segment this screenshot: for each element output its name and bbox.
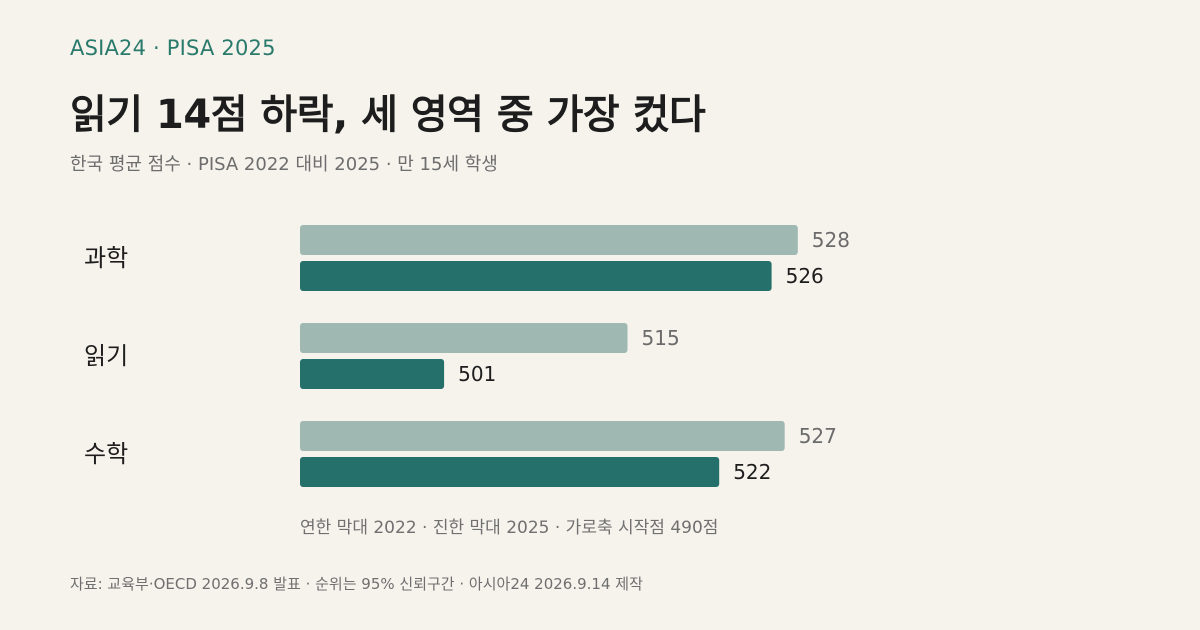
data-label: 515 xyxy=(642,326,680,350)
bar-2022-읽기 xyxy=(300,323,628,353)
data-label: 501 xyxy=(458,362,496,386)
category-label: 과학 xyxy=(84,244,128,272)
bar-2022-수학 xyxy=(300,421,785,451)
data-label: 526 xyxy=(786,264,824,288)
kicker: ASIA24 · PISA 2025 xyxy=(70,36,276,60)
page-title: 읽기 14점 하락, 세 영역 중 가장 컸다 xyxy=(70,92,706,138)
data-label: 522 xyxy=(733,460,771,484)
category-label: 읽기 xyxy=(84,342,128,370)
bar-2025-읽기 xyxy=(300,359,445,389)
category-label: 수학 xyxy=(84,440,128,468)
subtitle: 한국 평균 점수 · PISA 2022 대비 2025 · 만 15세 학생 xyxy=(70,154,498,175)
bar-2025-과학 xyxy=(300,261,772,291)
data-label: 527 xyxy=(799,424,837,448)
source-note: 자료: 교육부·OECD 2026.9.8 발표 · 순위는 95% 신뢰구간 … xyxy=(70,575,643,593)
chart-legend-note: 연한 막대 2022 · 진한 막대 2025 · 가로축 시작점 490점 xyxy=(300,518,719,538)
bar-2022-과학 xyxy=(300,225,798,255)
data-label: 528 xyxy=(812,228,850,252)
bar-2025-수학 xyxy=(300,457,720,487)
